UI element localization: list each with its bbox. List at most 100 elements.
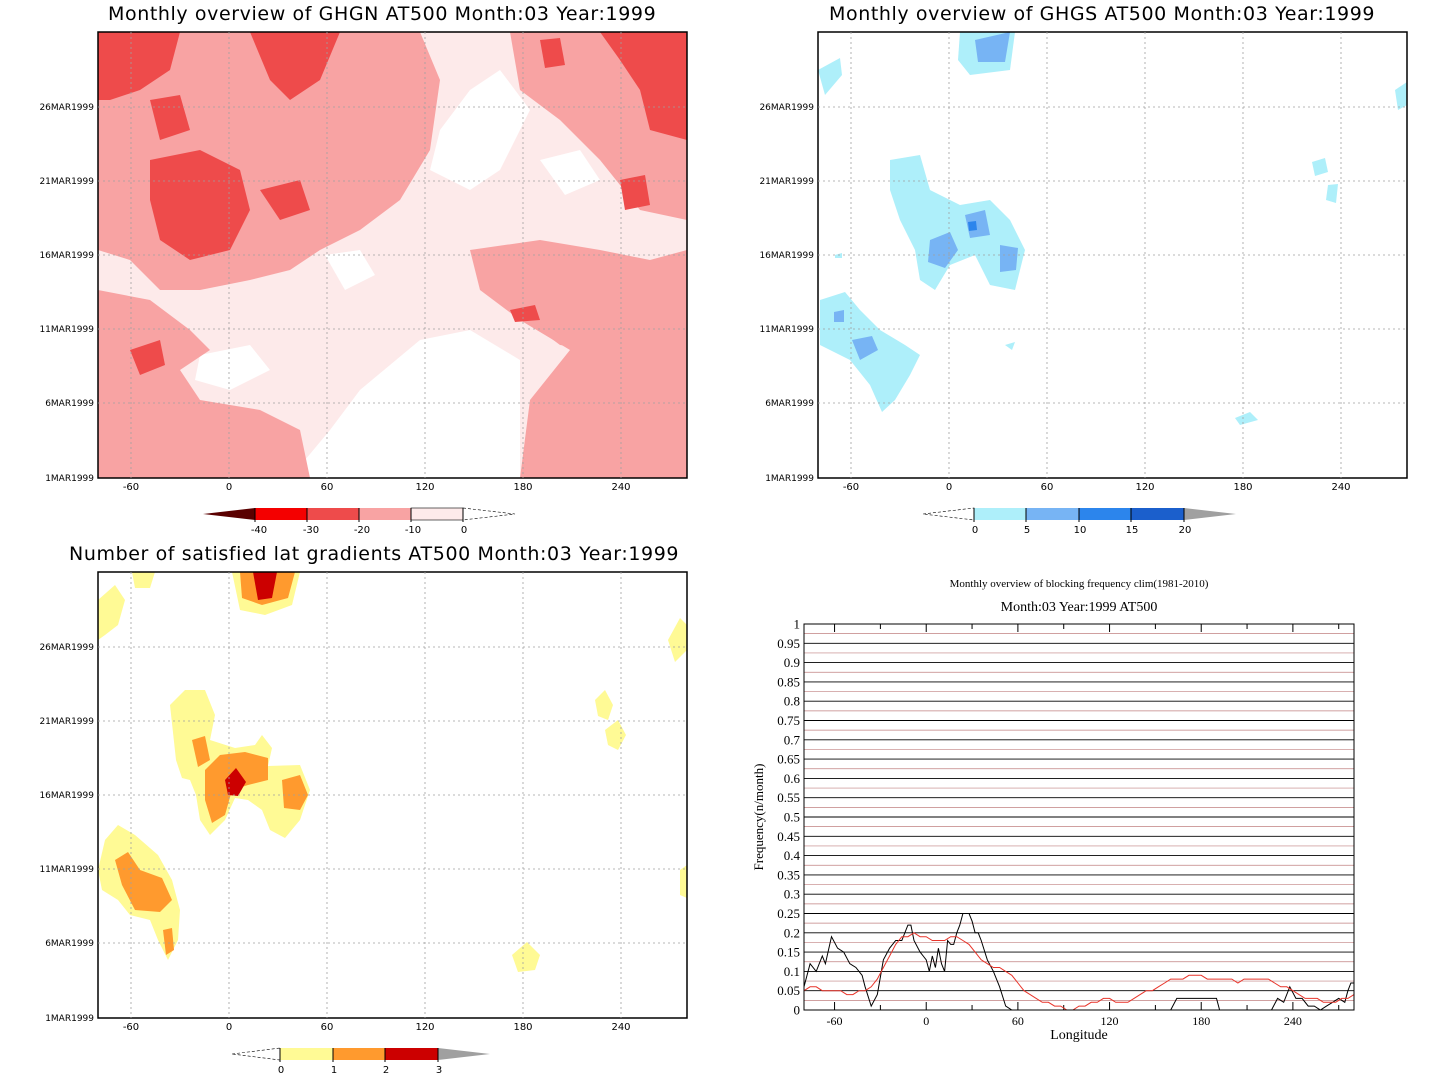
ghgs-ytick: 21MAR1999 (759, 177, 814, 187)
ghgn-xtick: 60 (321, 482, 334, 493)
blocking-ytick: 0.15 (777, 945, 800, 960)
ghgn-contours (98, 32, 687, 478)
gradients-xtick: 120 (415, 1022, 434, 1033)
ghgs-xtick: 180 (1233, 482, 1252, 493)
blocking-xtick: 120 (1101, 1014, 1119, 1028)
gradients-xtick: 0 (226, 1022, 232, 1033)
ghgn-colorbar-segment (255, 508, 307, 520)
gradients-colorbar-label: 1 (331, 1065, 337, 1076)
blocking-ytick: 1 (794, 617, 801, 632)
blocking-ytick: 0.7 (784, 732, 801, 747)
blocking-ytick: 0.45 (777, 829, 800, 844)
gradients-colorbar-segment (385, 1048, 438, 1060)
blocking-subtitle: Month:03 Year:1999 AT500 (1001, 600, 1158, 615)
blocking-ytick: 0.4 (784, 848, 801, 863)
ghgn-colorbar-label: -30 (303, 525, 319, 536)
blocking-xtick: 240 (1284, 1014, 1302, 1028)
ghgn-grid (98, 32, 687, 478)
blocking-ytick: 0.6 (784, 771, 801, 786)
gradients-colorbar-label: 0 (278, 1065, 284, 1076)
gradients-colorbar-segment (280, 1048, 333, 1060)
ghgn-colorbar-label: -10 (405, 525, 421, 536)
blocking-xtick: -60 (827, 1014, 843, 1028)
blocking-ytick: 0.5 (784, 810, 800, 825)
blocking-ytick: 0.05 (777, 983, 800, 998)
blocking-ytick: 0.9 (784, 655, 800, 670)
ghgs-colorbar-segment (922, 507, 975, 521)
ghgs-xtick: 120 (1135, 482, 1154, 493)
blocking-ytick: 0.25 (777, 906, 800, 921)
ghgn-ytick: 6MAR1999 (45, 399, 94, 409)
blocking-ytick: 0.65 (777, 752, 800, 767)
ghgs-ytick: 16MAR1999 (759, 251, 814, 261)
blocking-ytick: 0 (794, 1003, 801, 1018)
ghgn-ytick: 26MAR1999 (39, 103, 94, 113)
gradients-ytick: 11MAR1999 (39, 865, 94, 875)
ghgs-xtick: 0 (946, 482, 952, 493)
ghgs-ytick: 6MAR1999 (765, 399, 814, 409)
ghgs-contours (818, 32, 1407, 425)
gradients-xtick: 60 (321, 1022, 334, 1033)
blocking-ylabel: Frequency(n/month) (751, 764, 766, 871)
ghgn-colorbar-segment (203, 508, 255, 520)
ghgs-colorbar-label: 15 (1126, 525, 1139, 536)
gradients-ytick: 6MAR1999 (45, 939, 94, 949)
blocking-ytick: 0.85 (777, 674, 800, 689)
ghgs-colorbar: 0 5 10 15 20 (922, 507, 1236, 536)
ghgs-colorbar-segment (1184, 508, 1236, 520)
blocking-plot-frame (803, 623, 1355, 1011)
blocking-xtick: 0 (923, 1014, 929, 1028)
ghgn-ytick: 21MAR1999 (39, 177, 94, 187)
ghgn-colorbar-segment (307, 508, 359, 520)
ghgs-colorbar-label: 0 (972, 525, 978, 536)
ghgn-xtick: 180 (513, 482, 532, 493)
ghgn-ytick: 1MAR1999 (45, 474, 94, 484)
gradients-colorbar: 0 1 2 3 (231, 1047, 490, 1076)
ghgs-xtick: 240 (1331, 482, 1350, 493)
ghgs-colorbar-label: 20 (1179, 525, 1192, 536)
ghgs-colorbar-segment (974, 508, 1026, 520)
ghgn-xtick: 240 (611, 482, 630, 493)
gradients-colorbar-segment (231, 1047, 281, 1061)
ghgn-ytick: 16MAR1999 (39, 251, 94, 261)
ghgs-colorbar-label: 10 (1074, 525, 1087, 536)
blocking-title: Monthly overview of blocking frequency c… (950, 578, 1209, 590)
blocking-series-line-1 (803, 932, 1355, 1011)
ghgn-xtick: 0 (226, 482, 232, 493)
gradients-colorbar-label: 3 (436, 1065, 442, 1076)
ghgn-colorbar-label: -40 (251, 525, 267, 536)
ghgn-ytick: 11MAR1999 (39, 325, 94, 335)
ghgs-ytick: 11MAR1999 (759, 325, 814, 335)
blocking-grid (804, 623, 1354, 1011)
blocking-chart: Monthly overview of blocking frequency c… (751, 578, 1355, 1043)
blocking-ytick: 0.3 (784, 887, 800, 902)
ghgn-colorbar-label: 0 (461, 525, 467, 536)
blocking-xtick: 180 (1192, 1014, 1210, 1028)
gradients-chart: -60 0 60 120 180 240 1MAR1999 6MAR1999 1… (39, 571, 688, 1076)
ghgn-colorbar-segment (359, 508, 411, 520)
gradients-ytick: 26MAR1999 (39, 643, 94, 653)
ghgn-title: Monthly overview of GHGN AT500 Month:03 … (108, 3, 657, 25)
ghgn-xtick: -60 (123, 482, 139, 493)
ghgn-colorbar-segment (462, 507, 516, 521)
gradients-ytick: 1MAR1999 (45, 1014, 94, 1024)
gradients-ytick: 21MAR1999 (39, 717, 94, 727)
blocking-series (803, 913, 1355, 1011)
ghgn-colorbar-segment (410, 507, 464, 521)
ghgs-xtick: -60 (843, 482, 859, 493)
gradients-colorbar-segment (438, 1048, 490, 1060)
ghgs-title: Monthly overview of GHGS AT500 Month:03 … (829, 3, 1376, 25)
gradients-colorbar-segment (333, 1048, 385, 1060)
blocking-ytick: 0.95 (777, 636, 800, 651)
gradients-contours (98, 572, 687, 972)
ghgs-colorbar-segment (1131, 508, 1184, 520)
ghgs-colorbar-label: 5 (1024, 525, 1030, 536)
blocking-ytick: 0.2 (784, 925, 800, 940)
blocking-ytick: 0.1 (784, 964, 800, 979)
ghgn-chart: -60 0 60 120 180 240 1MAR1999 6MAR1999 1… (39, 31, 688, 536)
blocking-ytick: 0.75 (777, 713, 800, 728)
gradients-ytick: 16MAR1999 (39, 791, 94, 801)
gradients-title: Number of satisfied lat gradients AT500 … (69, 543, 680, 565)
ghgs-xtick: 60 (1041, 482, 1054, 493)
blocking-ytick: 0.55 (777, 790, 800, 805)
